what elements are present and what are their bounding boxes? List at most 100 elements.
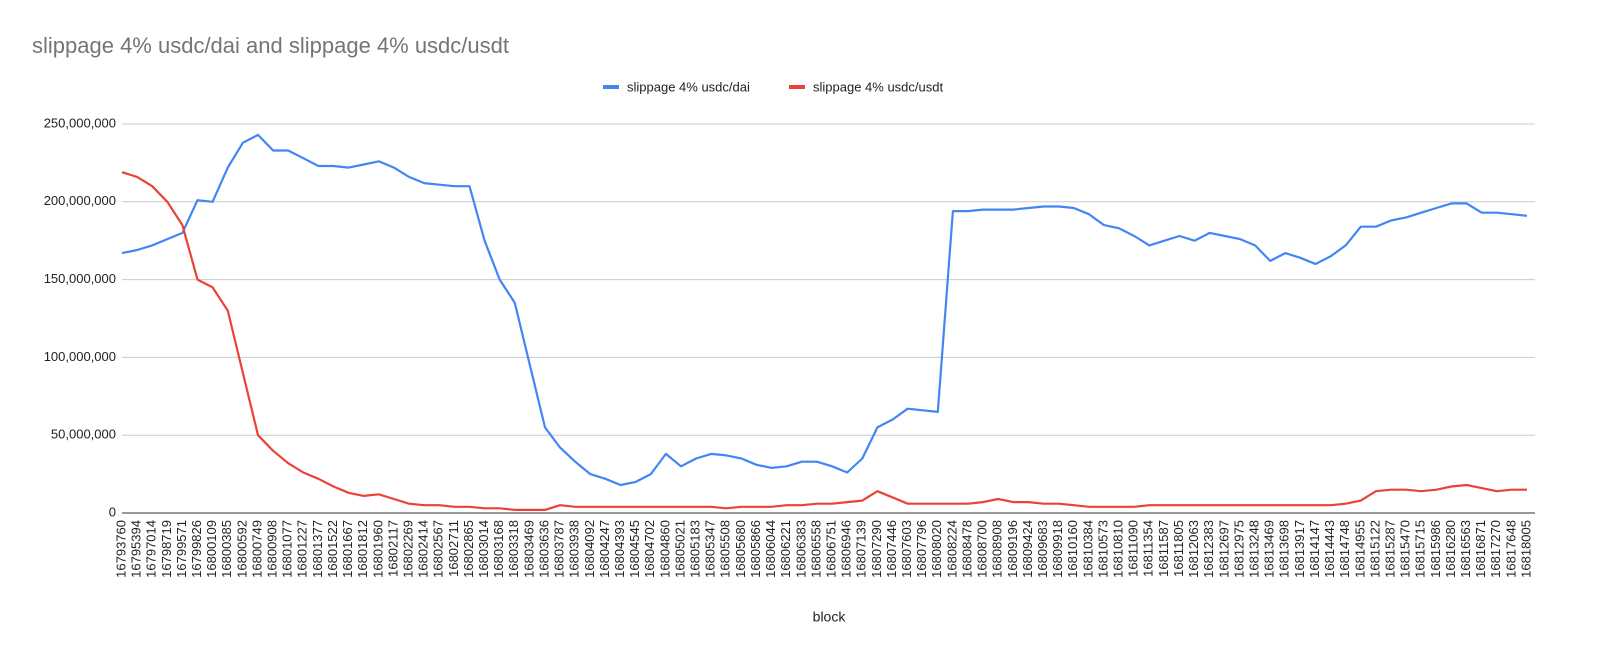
x-tick-label: 16815122 <box>1367 520 1382 578</box>
x-tick-label: 16817270 <box>1488 520 1503 578</box>
x-tick-label: 16808908 <box>990 520 1005 578</box>
x-tick-label: 16808478 <box>959 520 974 578</box>
x-tick-label: 16817648 <box>1503 520 1518 578</box>
x-tick-label: 16802865 <box>461 520 476 578</box>
x-tick-label: 16801377 <box>310 520 325 578</box>
x-tick-label: 16803938 <box>567 520 582 578</box>
x-tick-label: 16807290 <box>869 520 884 578</box>
x-tick-label: 16812383 <box>1201 520 1216 578</box>
x-tick-label: 16802414 <box>416 520 431 578</box>
x-tick-label: 16795394 <box>129 520 144 578</box>
x-tick-label: 16803318 <box>506 520 521 578</box>
x-tick-label: 16815287 <box>1382 520 1397 578</box>
x-tick-label: 16813248 <box>1247 520 1262 578</box>
legend-swatch <box>603 85 619 89</box>
legend-label: slippage 4% usdc/dai <box>627 79 750 94</box>
x-tick-label: 16806221 <box>778 520 793 578</box>
x-tick-label: 16818005 <box>1518 520 1533 578</box>
x-tick-label: 16809683 <box>1035 520 1050 578</box>
x-tick-label: 16803469 <box>521 520 536 578</box>
x-tick-label: 16802567 <box>431 520 446 578</box>
y-tick-label: 200,000,000 <box>44 193 116 208</box>
x-tick-label: 16805347 <box>703 520 718 578</box>
x-tick-label: 16809424 <box>1020 520 1035 578</box>
x-tick-label: 16810160 <box>1065 520 1080 578</box>
y-tick-label: 50,000,000 <box>51 427 116 442</box>
x-tick-label: 16806946 <box>839 520 854 578</box>
x-tick-label: 16806558 <box>808 520 823 578</box>
x-tick-label: 16801667 <box>340 520 355 578</box>
x-tick-label: 16807603 <box>899 520 914 578</box>
chart-title: slippage 4% usdc/dai and slippage 4% usd… <box>32 33 509 58</box>
x-tick-label: 16814955 <box>1352 520 1367 578</box>
x-tick-label: 16804545 <box>627 520 642 578</box>
x-tick-label: 16810573 <box>1095 520 1110 578</box>
x-tick-label: 16800109 <box>204 520 219 578</box>
x-tick-label: 16816280 <box>1443 520 1458 578</box>
line-series <box>121 133 1528 487</box>
x-tick-label: 16808700 <box>975 520 990 578</box>
x-tick-label: 16803168 <box>491 520 506 578</box>
x-tick-label: 16799571 <box>174 520 189 578</box>
x-tick-label: 16811090 <box>1126 520 1141 577</box>
x-tick-label: 16814147 <box>1307 520 1322 578</box>
x-tick-label: 16810384 <box>1080 520 1095 578</box>
x-tick-label: 16806383 <box>793 520 808 578</box>
x-tick-label: 16804247 <box>597 520 612 578</box>
x-tick-label: 16808224 <box>944 520 959 578</box>
y-tick-label: 250,000,000 <box>44 115 116 130</box>
x-tick-label: 16805508 <box>718 520 733 578</box>
x-tick-label: 16811587 <box>1156 520 1171 577</box>
x-tick-label: 16800385 <box>219 520 234 578</box>
x-tick-label: 16801960 <box>370 520 385 578</box>
x-tick-label: 16803787 <box>552 520 567 578</box>
x-tick-label: 16815470 <box>1398 520 1413 578</box>
x-tick-label: 16793760 <box>113 520 128 578</box>
x-tick-label: 16805866 <box>748 520 763 578</box>
x-tick-label: 16804702 <box>642 520 657 578</box>
x-axis-label: block <box>813 609 847 625</box>
x-tick-label: 16800592 <box>234 520 249 578</box>
x-tick-label: 16811354 <box>1141 520 1156 577</box>
x-tick-label: 16801077 <box>280 520 295 578</box>
x-tick-label: 16809196 <box>1005 520 1020 578</box>
x-tick-label: 16807446 <box>884 520 899 578</box>
legend-swatch <box>789 85 805 89</box>
x-tick-label: 16802711 <box>446 520 461 577</box>
y-tick-label: 100,000,000 <box>44 349 116 364</box>
x-tick-label: 16816871 <box>1473 520 1488 578</box>
x-tick-label: 16813917 <box>1292 520 1307 578</box>
x-tick-label: 16801522 <box>325 520 340 578</box>
x-tick-label: 16801812 <box>355 520 370 578</box>
x-tick-label: 16808020 <box>929 520 944 578</box>
x-tick-label: 16812063 <box>1186 520 1201 578</box>
x-tick-label: 16806751 <box>823 520 838 578</box>
x-tick-label: 16804092 <box>582 520 597 578</box>
x-tick-label: 16816563 <box>1458 520 1473 578</box>
x-tick-label: 16797014 <box>144 520 159 578</box>
x-tick-label: 16813469 <box>1262 520 1277 578</box>
x-tick-label: 16802269 <box>400 520 415 578</box>
x-tick-label: 16804393 <box>612 520 627 578</box>
legend-label: slippage 4% usdc/usdt <box>813 79 943 94</box>
x-tick-label: 16801227 <box>295 520 310 578</box>
x-tick-label: 16800908 <box>265 520 280 578</box>
x-tick-label: 16800749 <box>249 520 264 578</box>
x-tick-label: 16812975 <box>1231 520 1246 578</box>
x-tick-label: 16805021 <box>672 520 687 578</box>
x-tick-label: 16810810 <box>1111 520 1126 578</box>
x-tick-label: 16807139 <box>854 520 869 578</box>
x-tick-label: 16815986 <box>1428 520 1443 578</box>
x-tick-label: 16804860 <box>657 520 672 578</box>
x-tick-label: 16805183 <box>688 520 703 578</box>
x-tick-label: 16803014 <box>476 520 491 578</box>
y-tick-label: 150,000,000 <box>44 271 116 286</box>
y-tick-label: 0 <box>109 504 116 519</box>
x-tick-label: 16812697 <box>1216 520 1231 578</box>
x-tick-label: 16803636 <box>536 520 551 578</box>
x-tick-label: 16805680 <box>733 520 748 578</box>
x-tick-label: 16814443 <box>1322 520 1337 578</box>
x-tick-label: 16798719 <box>159 520 174 578</box>
